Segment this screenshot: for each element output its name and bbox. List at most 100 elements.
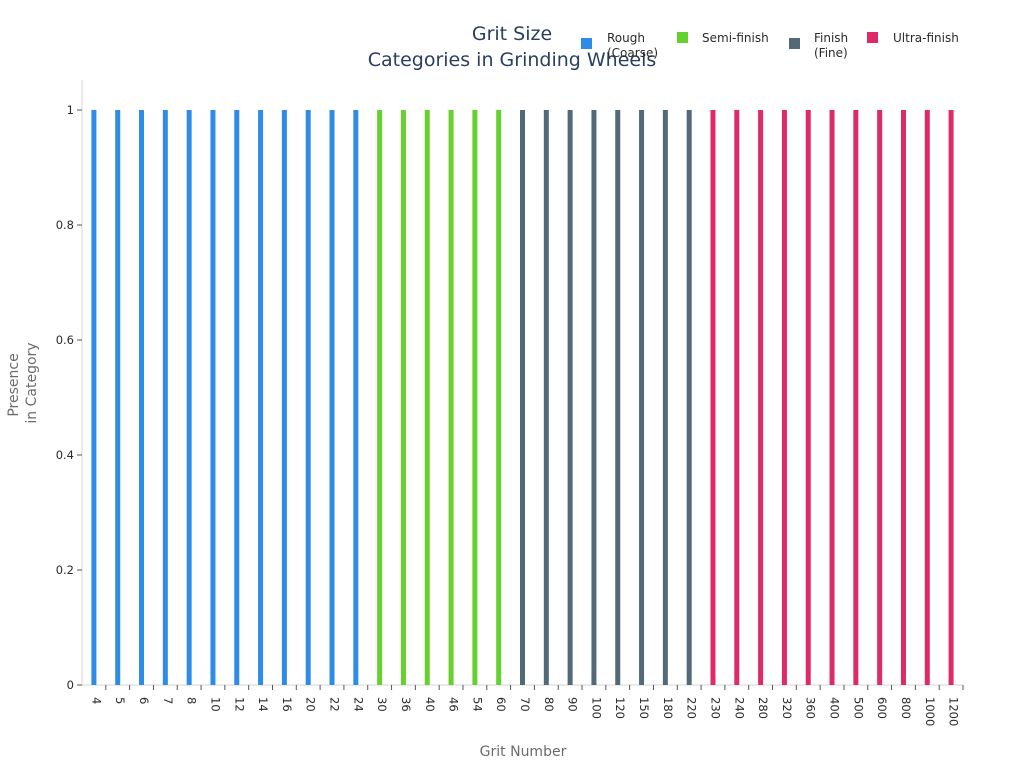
y-tick-label: 0.6 [56, 333, 74, 347]
bar[interactable] [234, 110, 240, 685]
y-axis-title-line-2: in Category [24, 342, 40, 423]
bar[interactable] [734, 110, 740, 685]
bar[interactable] [639, 110, 645, 685]
x-tick-label: 500 [851, 697, 865, 719]
chart-title-line-1: Grit Size [472, 23, 552, 45]
bar[interactable] [781, 110, 787, 685]
x-tick-label: 54 [470, 697, 484, 712]
bar[interactable] [496, 110, 502, 685]
x-tick-label: 100 [589, 697, 603, 719]
bar[interactable] [115, 110, 121, 685]
x-axis-ticks: 4 5 6 7 8 10 12 14 16 20 22 24 30 36 40 46 54 60 70 80 90 100… [89, 685, 964, 726]
x-tick-label: 4 [89, 697, 103, 704]
y-tick-label: 0.2 [56, 563, 74, 577]
bar[interactable] [353, 110, 359, 685]
bar[interactable] [710, 110, 716, 685]
bar[interactable] [305, 110, 311, 685]
bar[interactable] [139, 110, 145, 685]
x-tick-label: 8 [185, 697, 199, 704]
x-tick-label: 46 [447, 697, 461, 712]
bar[interactable] [258, 110, 264, 685]
x-tick-label: 36 [399, 697, 413, 712]
bar[interactable] [448, 110, 454, 685]
legend-swatch-semi-finish [677, 32, 688, 43]
y-axis-title: Presence in Category [6, 342, 40, 423]
bar[interactable] [424, 110, 430, 685]
bar[interactable] [567, 110, 573, 685]
x-tick-label: 90 [566, 697, 580, 712]
x-tick-label: 240 [732, 697, 746, 719]
x-tick-label: 14 [256, 697, 270, 712]
legend-swatch-ultra-finish [867, 32, 878, 43]
bar[interactable] [329, 110, 335, 685]
bar[interactable] [281, 110, 287, 685]
bar[interactable] [948, 110, 954, 685]
x-tick-label: 600 [875, 697, 889, 719]
bar[interactable] [520, 110, 525, 685]
bars [91, 110, 954, 685]
legend-swatch-rough [581, 38, 592, 49]
bar[interactable] [91, 110, 97, 685]
x-tick-label: 5 [113, 697, 127, 704]
legend-label-semi-finish: Semi-finish [702, 31, 769, 45]
bar[interactable] [543, 110, 549, 685]
x-tick-label: 60 [494, 697, 508, 712]
bar[interactable] [210, 110, 216, 685]
x-tick-label: 150 [637, 697, 651, 719]
x-tick-label: 180 [661, 697, 675, 719]
x-tick-label: 7 [161, 697, 175, 704]
x-tick-label: 40 [423, 697, 437, 712]
bar[interactable] [686, 110, 692, 685]
bar[interactable] [591, 110, 597, 685]
y-tick-label: 1 [67, 103, 74, 117]
bar[interactable] [162, 110, 168, 685]
x-tick-label: 230 [708, 697, 722, 719]
x-tick-label: 1200 [947, 697, 961, 726]
legend-item-rough[interactable]: Rough (Coarse) [581, 31, 658, 60]
legend-item-finish[interactable]: Finish (Fine) [789, 31, 848, 60]
bar[interactable] [900, 110, 906, 685]
bar[interactable] [805, 110, 811, 685]
chart-title: Grit Size Categories in Grinding Wheels [368, 23, 657, 71]
x-tick-label: 1000 [923, 697, 937, 726]
bar[interactable] [758, 110, 764, 685]
legend-label-finish-line-1: Finish [814, 31, 848, 45]
bar[interactable] [924, 110, 930, 685]
legend[interactable]: Rough (Coarse) Semi-finish Finish (Fine)… [581, 31, 959, 60]
legend-label-ultra-finish: Ultra-finish [893, 31, 959, 45]
bar[interactable] [615, 110, 621, 685]
x-tick-label: 70 [518, 697, 532, 712]
x-tick-label: 800 [899, 697, 913, 719]
y-axis-ticks: 0 0.2 0.4 0.6 0.8 1 [56, 103, 82, 692]
x-tick-label: 16 [280, 697, 294, 712]
legend-label-rough-line-2: (Coarse) [607, 46, 658, 60]
x-tick-label: 280 [756, 697, 770, 719]
y-tick-label: 0.4 [56, 448, 74, 462]
legend-label-finish-line-2: (Fine) [814, 46, 848, 60]
x-tick-label: 120 [613, 697, 627, 719]
x-axis-title: Grit Number [480, 744, 567, 760]
x-tick-label: 360 [804, 697, 818, 719]
x-tick-label: 6 [137, 697, 151, 704]
legend-item-ultra-finish[interactable]: Ultra-finish [867, 31, 959, 45]
bar[interactable] [186, 110, 192, 685]
legend-swatch-finish [789, 38, 800, 49]
y-axis-title-line-1: Presence [6, 353, 22, 416]
x-tick-label: 10 [208, 697, 222, 712]
bar[interactable] [400, 110, 406, 685]
bar[interactable] [877, 110, 883, 685]
bar[interactable] [829, 110, 835, 685]
bar[interactable] [377, 110, 383, 685]
x-tick-label: 20 [304, 697, 318, 712]
bar[interactable] [472, 110, 478, 685]
bar[interactable] [853, 110, 859, 685]
x-tick-label: 80 [542, 697, 556, 712]
x-tick-label: 30 [375, 697, 389, 712]
bar[interactable] [662, 110, 668, 685]
legend-item-semi-finish[interactable]: Semi-finish [677, 31, 769, 45]
x-tick-label: 12 [232, 697, 246, 712]
x-tick-label: 220 [685, 697, 699, 719]
x-tick-label: 320 [780, 697, 794, 719]
